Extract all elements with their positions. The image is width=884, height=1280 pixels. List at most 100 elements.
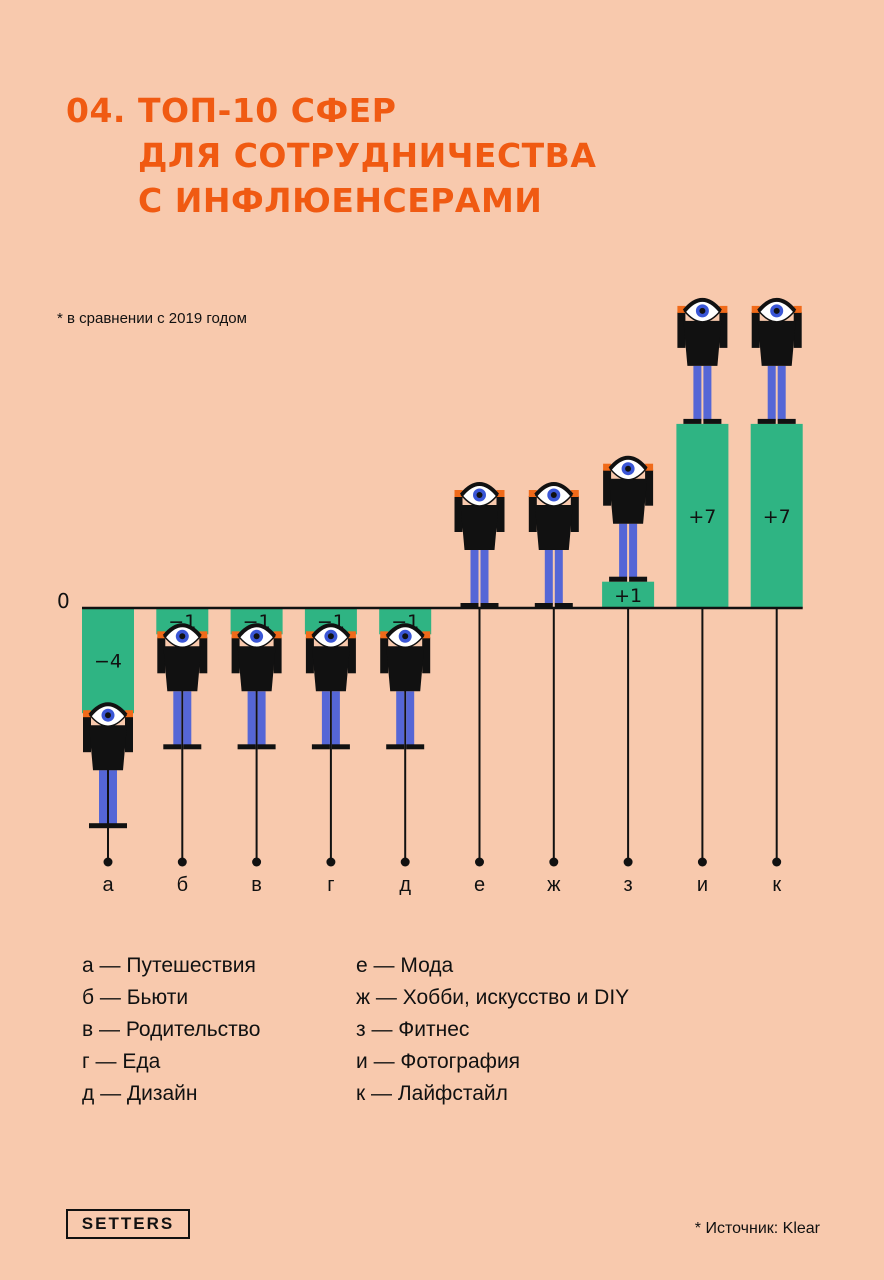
stem-dot <box>177 857 187 867</box>
person-figure-5 <box>454 482 505 608</box>
title-line-1: 04. ТОП-10 СФЕР <box>66 91 397 130</box>
person-leg <box>183 691 192 747</box>
eye-pupil <box>699 307 706 314</box>
person-arm <box>603 469 612 506</box>
legend-item: з — Фитнес <box>356 1018 470 1041</box>
category-label: ж <box>547 874 561 896</box>
person-hand <box>380 631 389 639</box>
eye-pupil <box>253 633 260 640</box>
person-hand <box>83 710 91 718</box>
person-torso <box>757 320 796 366</box>
eye-pupil <box>327 633 334 640</box>
person-leg <box>109 770 117 826</box>
person-hand <box>273 631 282 639</box>
person-leg <box>544 550 553 605</box>
legend-item: и — Фотография <box>356 1050 521 1073</box>
person-figure-1 <box>157 623 208 750</box>
person-hand <box>751 305 760 313</box>
person-torso <box>89 725 127 771</box>
person-arm <box>231 637 240 674</box>
person-hand <box>231 631 240 639</box>
category-label: е <box>474 874 485 896</box>
person-shoe <box>534 603 553 608</box>
person-leg <box>777 365 786 421</box>
person-leg <box>257 691 266 747</box>
person-shoe <box>163 744 182 750</box>
legend-item: в — Родительство <box>82 1018 261 1041</box>
person-hand <box>528 490 537 497</box>
eye-pupil <box>402 633 409 640</box>
person-arm <box>528 496 537 532</box>
eye-lid <box>162 623 202 638</box>
bar-к <box>750 423 803 608</box>
person-leg <box>629 523 638 579</box>
stem-dot <box>103 857 113 867</box>
person-shoe <box>237 744 256 750</box>
value-label: +1 <box>614 585 642 607</box>
person-shoe <box>386 744 405 750</box>
person-leg <box>767 365 776 421</box>
bar-chart: −4а−1б−1в−1г−1д е ж+1з+7и+7к0 <box>57 297 803 896</box>
category-label: б <box>177 874 188 896</box>
person-arm <box>677 311 686 348</box>
category-label: к <box>772 874 781 896</box>
person-leg <box>321 691 330 747</box>
person-hand <box>157 631 166 639</box>
eye-pupil <box>550 492 557 498</box>
person-leg <box>480 550 489 605</box>
person-arm <box>719 311 728 348</box>
source-note: * Источник: Klear <box>694 1220 820 1237</box>
eye-lid <box>237 623 277 638</box>
person-arm <box>570 496 579 532</box>
person-shoe <box>89 823 107 829</box>
person-arm <box>199 637 208 674</box>
eye-lid <box>311 623 351 638</box>
stem-dot <box>400 857 410 867</box>
person-shoe <box>777 418 796 424</box>
eye-pupil <box>625 465 632 472</box>
category-label: д <box>399 874 411 896</box>
person-figure-4 <box>380 623 431 750</box>
legend-item: д — Дизайн <box>82 1082 198 1105</box>
person-shoe <box>554 603 573 608</box>
person-shoe <box>331 744 350 750</box>
person-figure-2 <box>231 623 282 750</box>
person-torso <box>237 646 276 692</box>
person-shoe <box>609 576 628 582</box>
legend-item: а — Путешествия <box>82 954 256 977</box>
person-torso <box>609 478 648 524</box>
person-leg <box>693 365 702 421</box>
person-leg <box>99 770 107 826</box>
category-label: а <box>102 874 114 896</box>
person-figure-7 <box>603 455 654 582</box>
stem-dot <box>697 857 707 867</box>
person-hand <box>570 490 579 497</box>
eye-lid <box>459 482 500 497</box>
stem-dot <box>772 857 782 867</box>
person-shoe <box>480 603 499 608</box>
category-label: г <box>327 874 334 896</box>
person-arm <box>380 637 389 674</box>
person-shoe <box>109 823 127 829</box>
person-arm <box>125 716 133 753</box>
chart-title: 04. ТОП-10 СФЕР ДЛЯ СОТРУДНИЧЕСТВА С ИНФ… <box>66 88 596 223</box>
person-hand <box>347 631 356 639</box>
person-shoe <box>183 744 202 750</box>
eye-lid <box>608 455 648 471</box>
person-arm <box>751 311 760 348</box>
category-label: з <box>624 874 633 896</box>
eye-lid <box>757 297 797 313</box>
person-shoe <box>683 418 702 424</box>
person-arm <box>157 637 166 674</box>
stem-dot <box>549 857 559 867</box>
person-arm <box>793 311 802 348</box>
zero-label: 0 <box>57 589 70 613</box>
title-line-3: С ИНФЛЮЕНСЕРАМИ <box>138 181 543 220</box>
eye-lid <box>88 702 128 717</box>
category-label: и <box>697 874 708 896</box>
person-hand <box>422 631 431 639</box>
person-shoe <box>406 744 425 750</box>
person-figure-6 <box>528 482 579 608</box>
legend-item: к — Лайфстайл <box>356 1082 508 1105</box>
eye-pupil <box>773 307 780 314</box>
